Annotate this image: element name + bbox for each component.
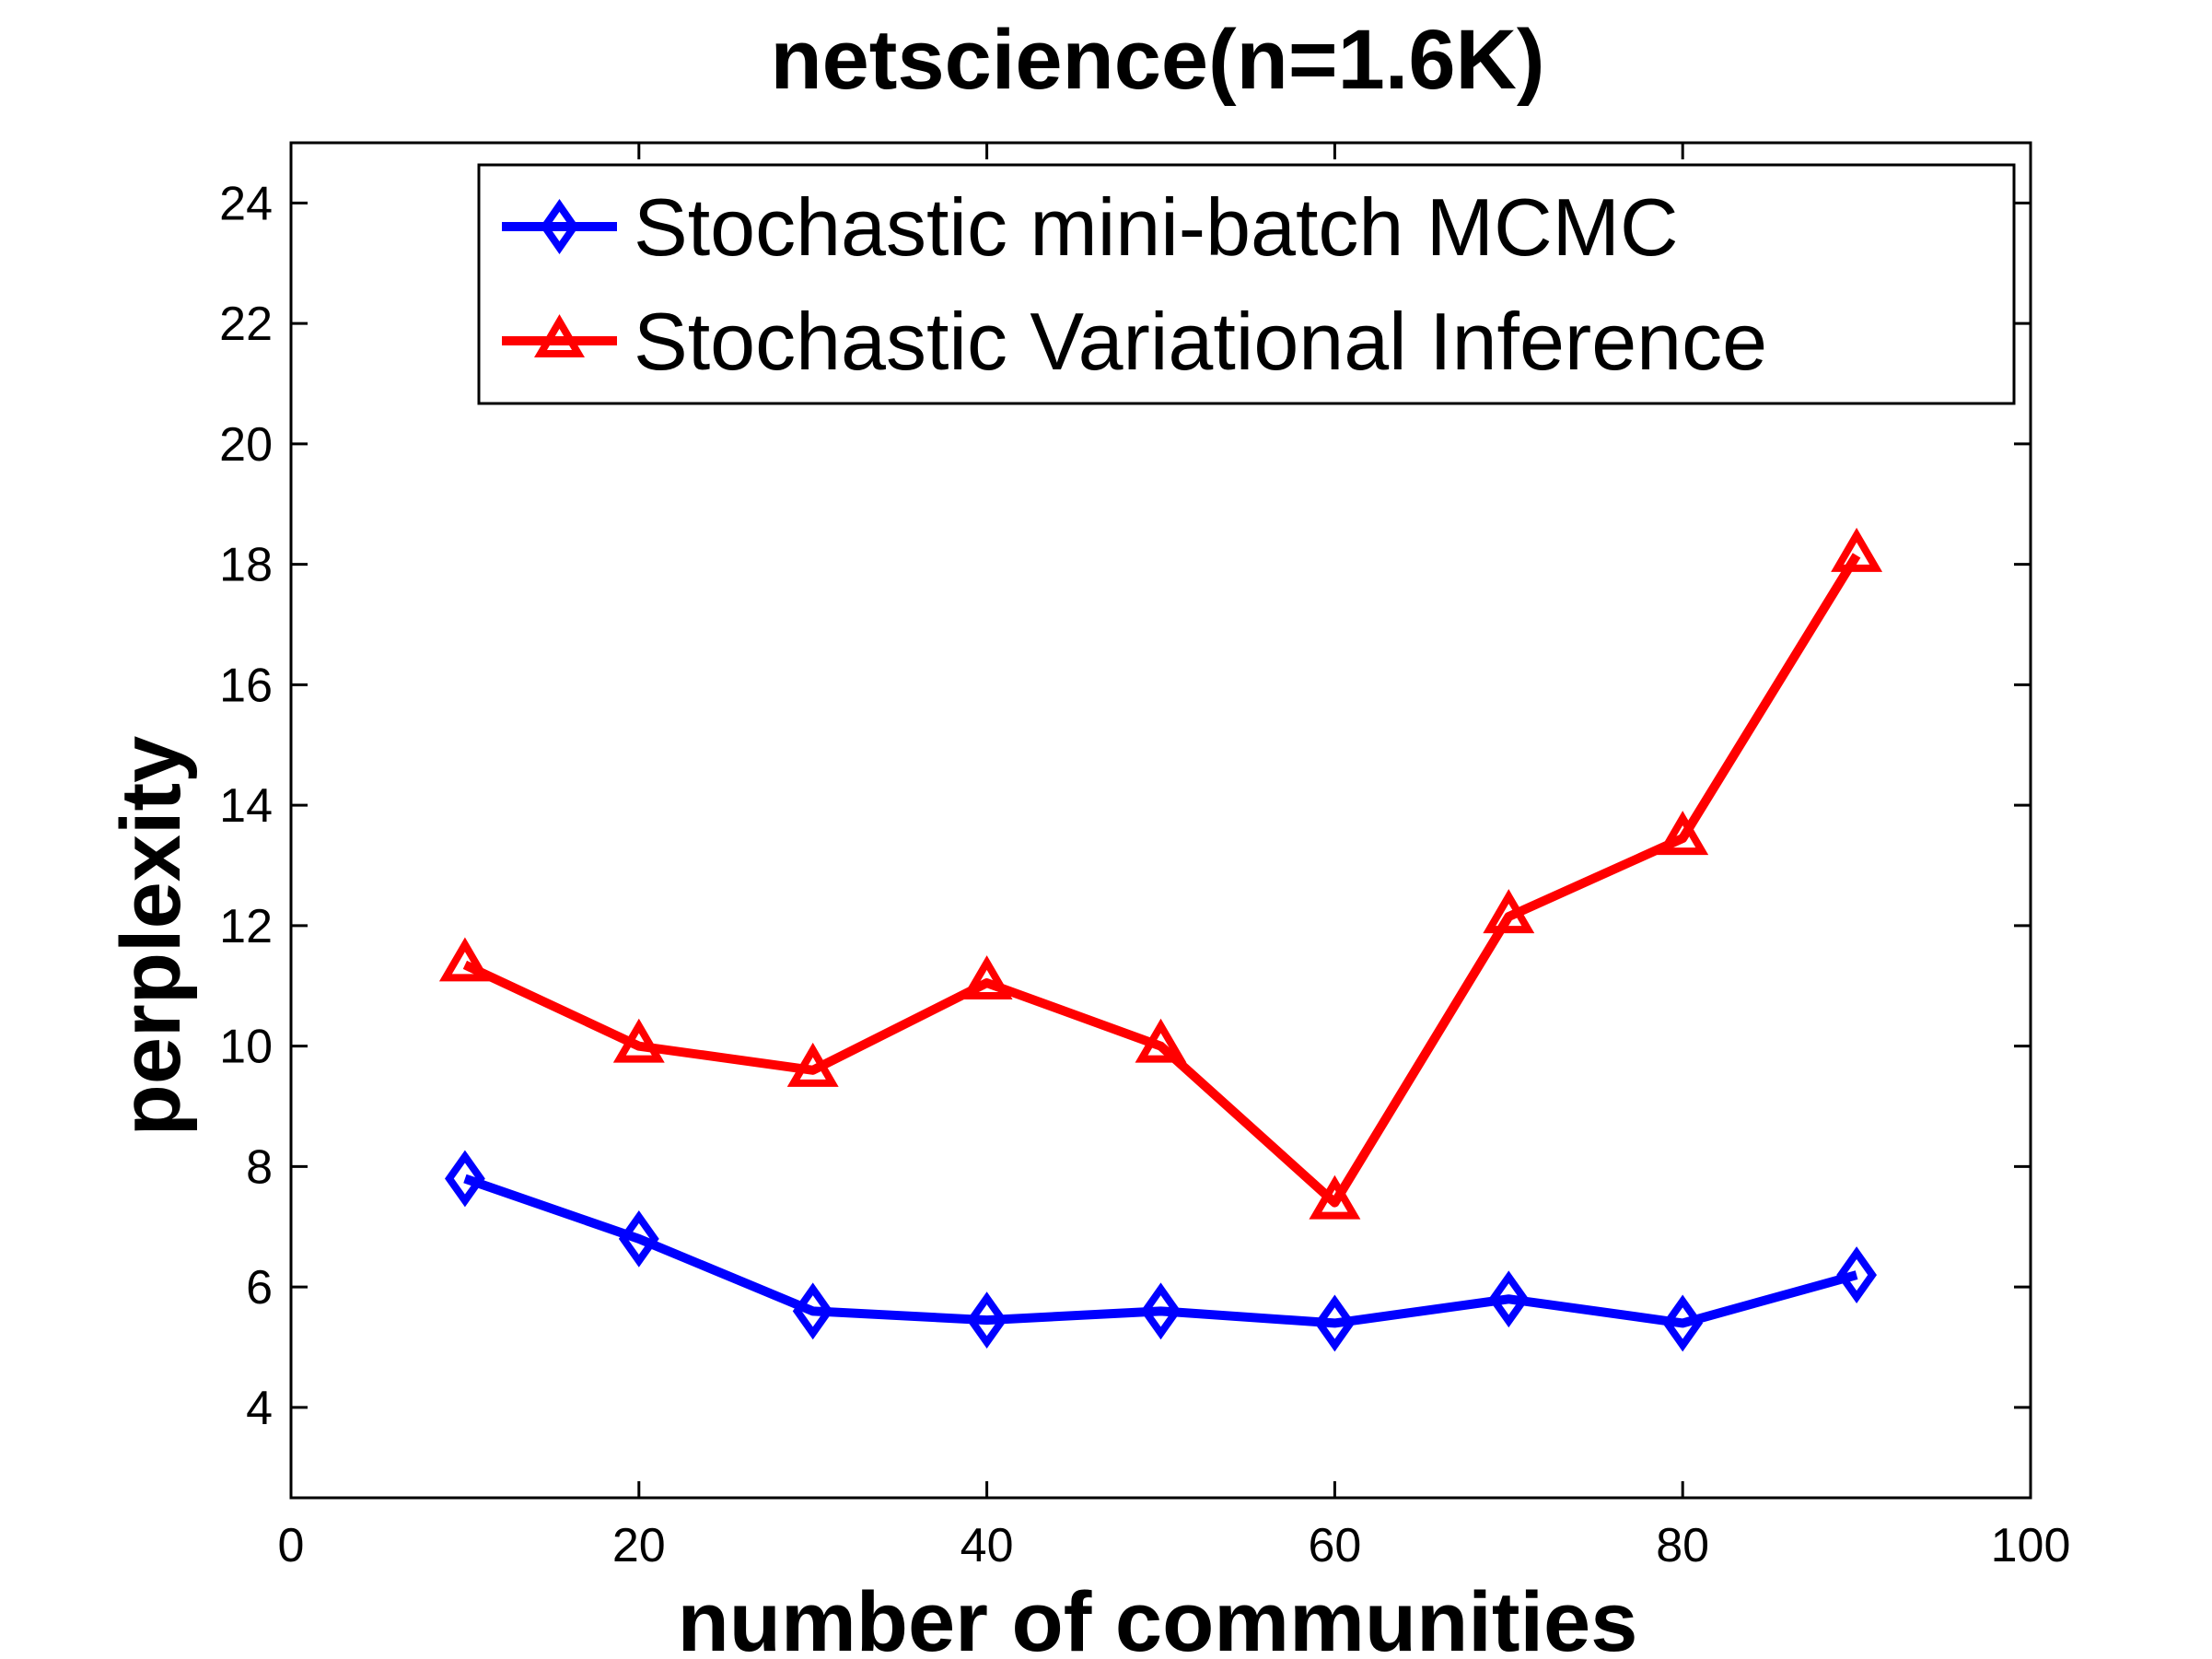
triangle-marker <box>1831 527 1883 572</box>
diamond-marker <box>618 1209 659 1268</box>
y-tick-label: 6 <box>246 1261 273 1314</box>
y-tick-label: 10 <box>219 1021 273 1074</box>
y-tick-label: 14 <box>219 779 273 833</box>
triangle-marker <box>1483 889 1535 934</box>
diamond-marker <box>792 1282 833 1340</box>
legend-box <box>477 163 2016 405</box>
triangle-marker <box>1135 1018 1187 1063</box>
series-line <box>463 1174 1858 1328</box>
y-tick-label: 20 <box>219 418 273 472</box>
diamond-marker <box>1836 1246 1878 1304</box>
series-1 <box>438 527 1883 1220</box>
y-tick-label: 16 <box>219 659 273 712</box>
series-line <box>462 553 1861 1208</box>
legend-diamond-marker <box>540 198 579 255</box>
diamond-marker <box>1140 1282 1182 1340</box>
series-layer <box>438 527 1883 1352</box>
x-tick-label: 0 <box>278 1519 305 1572</box>
y-tick-label: 8 <box>246 1140 273 1194</box>
diamond-marker <box>1662 1294 1704 1352</box>
triangle-marker <box>786 1042 839 1087</box>
y-tick-label: 22 <box>219 298 273 351</box>
y-axis-label: perplexity <box>104 736 198 1137</box>
x-axis: 0 20 40 60 80 100 <box>278 143 2071 1572</box>
diamond-marker <box>966 1291 1007 1349</box>
x-tick-label: 100 <box>1991 1519 2071 1572</box>
legend-triangle-marker <box>534 314 585 357</box>
x-tick-label: 80 <box>1656 1519 1709 1572</box>
x-tick-label: 40 <box>960 1519 1014 1572</box>
triangle-marker <box>612 1018 665 1063</box>
y-axis: 4 6 8 10 12 14 16 18 20 22 24 <box>219 177 2031 1435</box>
y-tick-label: 18 <box>219 539 273 592</box>
legend-label-svi: Stochastic Variational Inference <box>634 296 1767 387</box>
diamond-marker <box>444 1150 485 1208</box>
chart-title: netscience(n=1.6K) <box>770 13 1544 107</box>
x-tick-label: 20 <box>612 1519 666 1572</box>
triangle-marker <box>1657 811 1709 856</box>
y-tick-label: 24 <box>219 177 273 230</box>
series-0 <box>444 1150 1878 1352</box>
triangle-marker <box>1309 1174 1361 1220</box>
triangle-marker <box>438 937 491 982</box>
plot-area-frame <box>289 141 2032 1500</box>
diamond-marker <box>1488 1270 1530 1328</box>
legend: Stochastic mini-batch MCMC Stochastic Va… <box>477 163 2016 405</box>
x-axis-label: number of communities <box>678 1575 1638 1659</box>
legend-label-mcmc: Stochastic mini-batch MCMC <box>634 181 1679 273</box>
triangle-marker <box>960 955 1013 1000</box>
x-tick-label: 60 <box>1308 1519 1361 1572</box>
y-tick-label: 4 <box>246 1382 273 1435</box>
y-tick-label: 12 <box>219 900 273 953</box>
diamond-marker <box>1314 1294 1356 1352</box>
